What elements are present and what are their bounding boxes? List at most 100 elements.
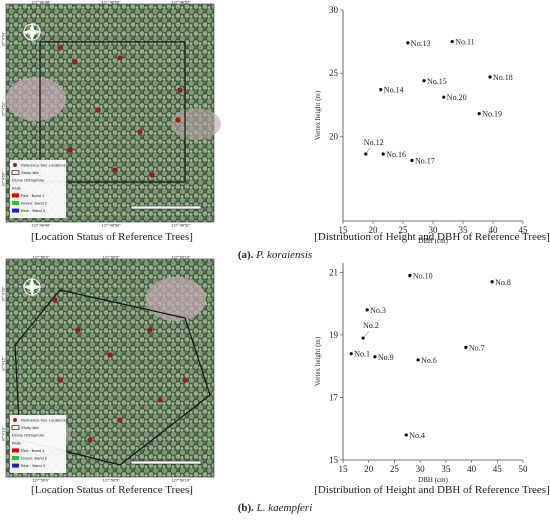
- legend-label: Study site: [21, 425, 39, 430]
- reference-tree: [52, 297, 58, 303]
- clearing: [6, 77, 66, 121]
- x-tick-label: 20: [369, 225, 379, 235]
- data-point: [422, 79, 426, 83]
- legend-swatch: [12, 193, 19, 198]
- clearing: [171, 108, 221, 140]
- data-point: [464, 345, 468, 350]
- y-tick-label: 15: [329, 455, 339, 465]
- x-tick-label: 20: [364, 464, 374, 474]
- point-label: No.3: [370, 306, 386, 315]
- point-label: No.7: [469, 343, 485, 352]
- map-caption: [Location Status of Reference Trees]: [31, 484, 193, 496]
- reference-tree: [72, 59, 78, 65]
- legend-label: Red : Band 1: [21, 448, 45, 453]
- panel-label: (a).: [238, 249, 254, 261]
- y-axis-label: Vertex height (m): [314, 90, 322, 140]
- x-tick-label: 35: [441, 464, 451, 474]
- legend-label: RGB: [12, 440, 21, 445]
- legend-swatch: [13, 163, 17, 167]
- legend-label: Reference tree Locations: [21, 163, 66, 168]
- chart-caption: [Distribution of Height and DBH of Refer…: [314, 231, 550, 243]
- map-tick-label: 37°4'10": [1, 426, 6, 441]
- point-label: No.2: [363, 321, 379, 330]
- data-point: [410, 158, 414, 162]
- legend-label: Study site: [21, 170, 39, 175]
- data-point: [442, 95, 446, 99]
- species: L. kaempferi: [256, 502, 313, 514]
- data-point: [373, 355, 377, 359]
- leader-line: [365, 147, 371, 155]
- y-axis-label: Vertex height (m): [314, 336, 322, 386]
- map-tick-label: 127°50'0": [32, 255, 50, 260]
- point-label: No.15: [427, 77, 447, 86]
- legend-label: Red : Band 1: [21, 193, 45, 198]
- point-label: No.18: [493, 73, 513, 82]
- scale-bar: [130, 460, 202, 465]
- data-point: [416, 358, 420, 362]
- map-tick-label: 127°50'5": [102, 255, 120, 260]
- data-point: [365, 308, 369, 312]
- reference-tree: [177, 87, 183, 93]
- study-site: [39, 41, 186, 183]
- point-label: No.11: [455, 38, 474, 47]
- map-tick-label: 127°50'10": [171, 478, 191, 483]
- y-tick-label: 21: [329, 267, 338, 277]
- panel-caption: (b). L. kaempferi: [238, 502, 313, 514]
- map-tick-label: 127°50'0": [32, 478, 50, 483]
- reference-tree: [147, 327, 153, 333]
- legend-swatch: [12, 201, 19, 205]
- reference-tree: [182, 377, 188, 383]
- map-tick-label: 127°48'48": [31, 0, 51, 5]
- data-point: [406, 41, 410, 45]
- legend-label: RGB: [12, 185, 21, 190]
- chart-caption: [Distribution of Height and DBH of Refer…: [314, 484, 550, 496]
- point-label: No.6: [421, 356, 437, 365]
- reference-tree: [149, 172, 155, 178]
- x-tick-label: 15: [339, 225, 349, 235]
- data-point: [381, 152, 385, 156]
- point-label: No.13: [411, 39, 431, 48]
- reference-tree: [67, 147, 73, 153]
- map-tick-label: 127°48'52": [171, 223, 191, 228]
- legend-label: Drone Orthophoto: [12, 178, 45, 183]
- x-tick-label: 45: [519, 225, 529, 235]
- x-tick-label: 50: [519, 464, 529, 474]
- point-label: No.12: [364, 138, 384, 147]
- point-label: No.10: [413, 272, 433, 281]
- legend-label: Blue : Band 3: [21, 463, 46, 468]
- point-label: No.19: [482, 110, 502, 119]
- x-axis-label: DBH (cm): [418, 237, 448, 245]
- reference-tree: [107, 352, 113, 358]
- legend-label: Green: Band 2: [21, 456, 48, 461]
- clearing: [146, 277, 206, 321]
- map-caption: [Location Status of Reference Trees]: [31, 231, 193, 243]
- data-point: [490, 280, 494, 284]
- reference-tree: [175, 117, 181, 123]
- legend-box: [10, 160, 66, 218]
- reference-tree: [137, 129, 143, 135]
- data-point: [349, 352, 353, 356]
- x-tick-label: 30: [429, 225, 439, 235]
- data-point: [488, 75, 492, 79]
- legend-label: Green: Band 2: [21, 201, 48, 206]
- x-tick-label: 25: [390, 464, 400, 474]
- point-label: No.4: [409, 431, 425, 440]
- data-point: [450, 39, 454, 44]
- data-point: [404, 433, 408, 437]
- x-tick-label: 25: [399, 225, 409, 235]
- study-site: [14, 289, 211, 466]
- north-arrow: [22, 22, 42, 42]
- map-tick-label: 37°4'20": [1, 286, 6, 301]
- legend-label: Reference tree Locations: [21, 418, 66, 423]
- point-label: No.8: [495, 278, 511, 287]
- panel-label: (b).: [238, 502, 254, 514]
- y-tick-label: 19: [329, 330, 339, 340]
- legend-box: [10, 415, 66, 473]
- map-tick-label: 37°4'15": [1, 356, 6, 371]
- reference-tree: [117, 417, 123, 423]
- map-tick-label: 127°50'10": [171, 255, 191, 260]
- map-tick-label: 37°4'54": [1, 31, 6, 46]
- map-tick-label: 127°48'52": [171, 0, 191, 5]
- legend-swatch: [11, 425, 20, 430]
- x-tick-label: 15: [339, 464, 349, 474]
